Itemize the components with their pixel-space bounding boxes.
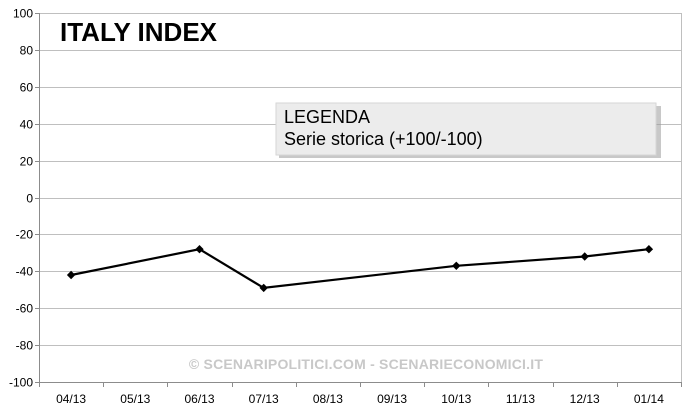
x-axis-tick-labels: 04/13 05/13 06/13 07/13 08/13 09/13 10/13 11/13… — [56, 392, 664, 406]
y-axis-tick-labels: 100 80 60 40 20 0 -20 -40 -60 -80 -100 — [9, 7, 33, 390]
y-tick-label: 80 — [20, 44, 34, 58]
x-tick-label: 04/13 — [56, 392, 86, 406]
watermark-text: © SCENARIPOLITICI.COM - SCENARIECONOMICI… — [189, 356, 543, 372]
data-point-marker — [66, 270, 76, 280]
data-point-marker — [195, 245, 204, 254]
y-tick-label: 100 — [13, 7, 33, 21]
x-tick-label: 11/13 — [506, 392, 535, 406]
data-point-marker — [452, 261, 461, 270]
y-tick-label: -100 — [9, 376, 33, 390]
x-tick-label: 08/13 — [313, 392, 343, 406]
legend-box: LEGENDA Serie storica (+100/-100) — [275, 102, 661, 158]
x-tick-label: 10/13 — [441, 392, 471, 406]
legend-panel — [275, 102, 657, 156]
y-tick-label: -40 — [16, 265, 34, 279]
x-tick-label: 07/13 — [249, 392, 279, 406]
y-tick-label: -80 — [16, 339, 34, 353]
y-tick-label: 0 — [26, 192, 33, 206]
series-line — [70, 248, 650, 290]
x-tick-label: 06/13 — [184, 392, 214, 406]
legend-entry: Serie storica (+100/-100) — [284, 129, 483, 149]
x-tick-label: 01/14 — [634, 392, 664, 406]
y-tick-label: 60 — [20, 81, 34, 95]
data-point-marker — [580, 252, 589, 261]
x-tick-label: 09/13 — [377, 392, 407, 406]
data-point-marker — [644, 245, 654, 254]
y-tick-label: 20 — [20, 155, 34, 169]
series-group — [66, 245, 654, 293]
x-tick-label: 12/13 — [570, 392, 600, 406]
y-tick-label: 40 — [20, 118, 34, 132]
y-tick-label: -20 — [16, 228, 34, 242]
axes — [39, 13, 682, 387]
data-point-marker — [259, 283, 268, 293]
y-tick-label: -60 — [16, 302, 34, 316]
chart-title: ITALY INDEX — [60, 17, 218, 47]
x-tick-label: 05/13 — [120, 392, 150, 406]
legend-heading: LEGENDA — [284, 107, 370, 127]
